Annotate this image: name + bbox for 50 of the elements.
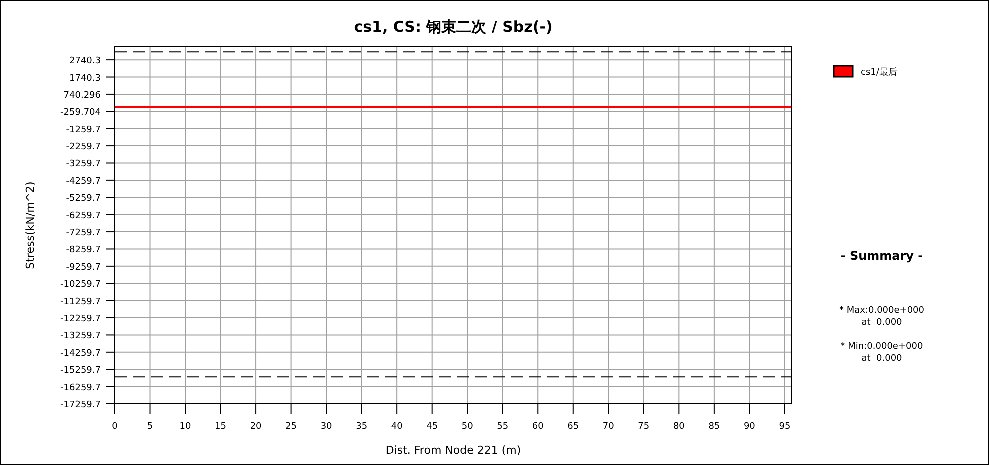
- y-tick-label: 740.296: [64, 90, 102, 101]
- y-tick-label: -14259.7: [60, 348, 101, 359]
- x-tick-label: 0: [112, 422, 118, 432]
- x-tick-label: 60: [532, 422, 544, 432]
- text: - Summary -: [840, 249, 924, 263]
- y-tick-label: -1259.7: [66, 125, 101, 136]
- y-tick-label: 2740.3: [70, 56, 101, 67]
- x-tick-label: 85: [708, 422, 720, 432]
- y-tick-label: -10259.7: [60, 280, 101, 290]
- text: at 0.000: [862, 318, 903, 328]
- y-tick-label: -13259.7: [60, 332, 101, 342]
- text: * Min:0.000e+000: [840, 342, 924, 352]
- y-tick-label: -12259.7: [60, 314, 101, 325]
- y-tick-label: 1740.3: [70, 74, 101, 84]
- y-tick-label: -259.704: [60, 108, 102, 118]
- x-tick-label: 65: [568, 422, 580, 432]
- x-tick-label: 10: [180, 422, 192, 432]
- y-tick-label: -15259.7: [60, 366, 101, 376]
- y-axis-title: Stress(kN/m^2): [24, 182, 37, 270]
- x-tick-label: 40: [391, 422, 404, 432]
- x-tick-label: 55: [497, 422, 509, 432]
- y-tick-label: -3259.7: [66, 160, 101, 170]
- y-tick-label: -17259.7: [60, 400, 101, 410]
- y-tick-label: -11259.7: [60, 297, 101, 308]
- x-tick-label: 20: [250, 422, 262, 432]
- x-tick-label: 70: [602, 422, 615, 432]
- chart-title: cs1, CS: 钢束二次 / Sbz(-): [354, 18, 553, 36]
- x-tick-label: 90: [744, 422, 756, 432]
- text: at 0.000: [862, 354, 903, 364]
- x-axis-title: Dist. From Node 221 (m): [386, 444, 522, 457]
- x-tick-label: 75: [638, 422, 650, 432]
- x-tick-label: 35: [356, 422, 368, 432]
- legend-label: cs1/最后: [861, 67, 898, 78]
- y-tick-label: -4259.7: [66, 176, 101, 187]
- y-tick-label: -5259.7: [66, 194, 101, 204]
- x-tick-label: 25: [286, 422, 298, 432]
- x-tick-label: 5: [147, 422, 154, 432]
- x-tick-label: 15: [215, 422, 227, 432]
- x-tick-label: 45: [426, 422, 438, 432]
- x-tick-label: 30: [320, 422, 333, 432]
- text: * Max:0.000e+000: [839, 306, 925, 316]
- y-tick-label: -8259.7: [66, 246, 101, 256]
- x-tick-label: 95: [779, 422, 791, 432]
- y-tick-label: -2259.7: [66, 142, 101, 153]
- x-tick-label: 80: [673, 422, 686, 432]
- y-tick-label: -7259.7: [66, 228, 101, 239]
- y-tick-label: -9259.7: [66, 262, 101, 273]
- y-tick-label: -16259.7: [60, 383, 101, 394]
- x-tick-label: 50: [462, 422, 474, 432]
- y-tick-label: -6259.7: [66, 211, 101, 222]
